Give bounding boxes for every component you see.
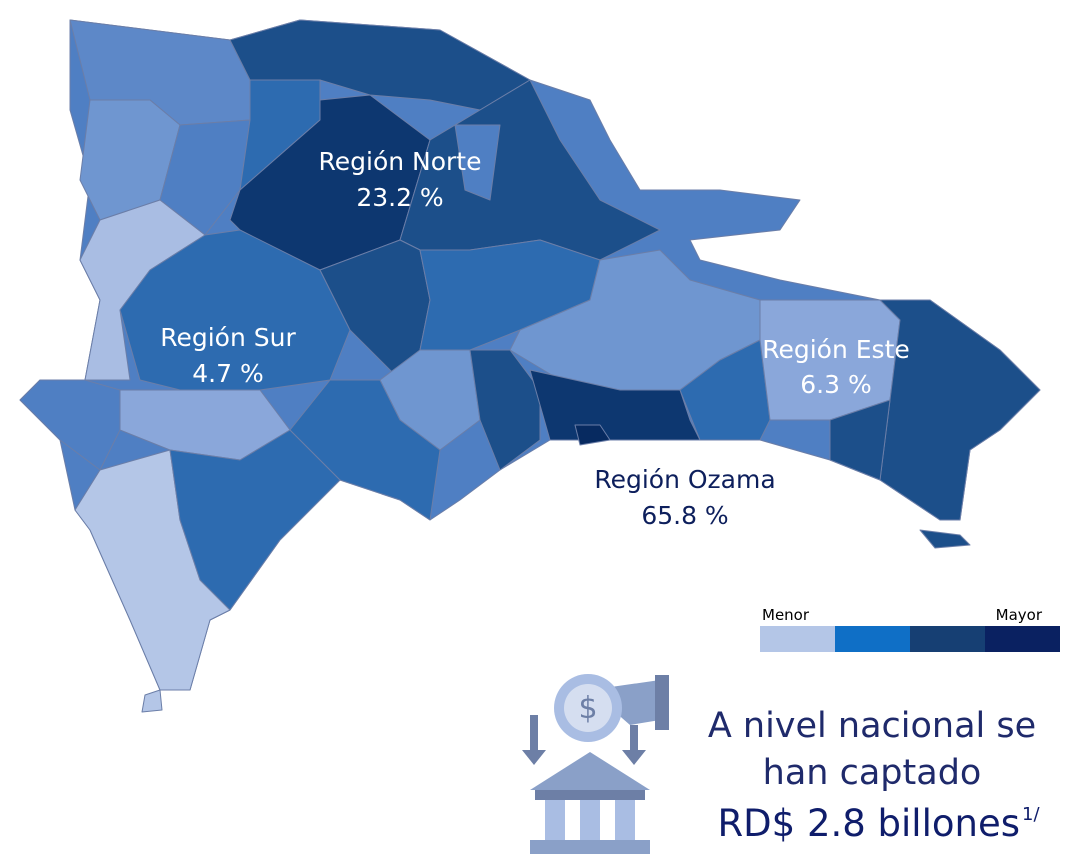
island-saona bbox=[919, 529, 971, 549]
region-name: Región Este bbox=[762, 335, 910, 364]
callout-line: han captado bbox=[763, 753, 982, 793]
callout-amount: RD$ 2.8 billones bbox=[717, 802, 1020, 845]
legend-high: Mayor bbox=[996, 606, 1043, 624]
province bbox=[879, 299, 1041, 521]
map bbox=[19, 19, 1041, 713]
region-share: 65.8 % bbox=[641, 501, 728, 530]
province bbox=[574, 424, 611, 446]
province bbox=[159, 119, 251, 236]
province bbox=[19, 379, 121, 471]
province bbox=[469, 349, 541, 471]
bank-icon: $ bbox=[522, 674, 669, 854]
region-labels: Región Norte 23.2 % Región Sur 4.7 % Reg… bbox=[160, 147, 910, 530]
province bbox=[829, 399, 891, 481]
legend-swatch bbox=[760, 626, 835, 652]
callout-line: A nivel nacional se bbox=[708, 706, 1036, 746]
province bbox=[79, 199, 206, 381]
region-share: 4.7 % bbox=[192, 359, 263, 388]
svg-text:$: $ bbox=[578, 691, 597, 726]
province bbox=[529, 369, 701, 441]
region-share: 6.3 % bbox=[800, 370, 871, 399]
region-name: Región Sur bbox=[160, 323, 296, 352]
legend: Menor Mayor bbox=[760, 606, 1060, 652]
province bbox=[454, 124, 501, 201]
legend-swatch bbox=[910, 626, 985, 652]
callout: A nivel nacional se han captado RD$ 2.8 … bbox=[708, 706, 1041, 845]
legend-swatch bbox=[835, 626, 910, 652]
province bbox=[289, 379, 441, 521]
island-beata bbox=[141, 689, 163, 713]
region-name: Región Ozama bbox=[594, 465, 775, 494]
province bbox=[169, 429, 341, 611]
region-name: Región Norte bbox=[319, 147, 482, 176]
region-share: 23.2 % bbox=[356, 183, 443, 212]
legend-swatch bbox=[985, 626, 1060, 652]
legend-low: Menor bbox=[762, 606, 810, 624]
callout-note: 1/ bbox=[1022, 804, 1040, 825]
